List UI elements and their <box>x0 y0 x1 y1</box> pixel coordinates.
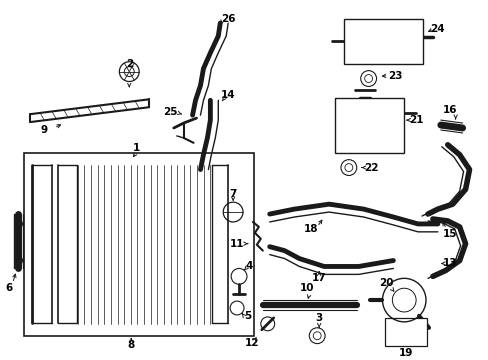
Text: 25: 25 <box>163 107 178 117</box>
Text: 14: 14 <box>221 90 235 100</box>
Text: 3: 3 <box>315 313 322 323</box>
Text: 10: 10 <box>300 283 314 293</box>
Text: 26: 26 <box>221 14 235 24</box>
Text: 20: 20 <box>378 278 393 288</box>
Text: 22: 22 <box>364 163 378 172</box>
Text: 1: 1 <box>132 143 140 153</box>
Text: 15: 15 <box>442 229 456 239</box>
Bar <box>385 318 426 346</box>
Bar <box>334 98 404 153</box>
Text: 11: 11 <box>229 239 244 249</box>
Text: 7: 7 <box>229 189 236 199</box>
Text: 4: 4 <box>245 261 252 271</box>
Text: 16: 16 <box>442 105 456 115</box>
Text: 12: 12 <box>244 338 259 348</box>
Text: 13: 13 <box>442 258 456 269</box>
Text: 6: 6 <box>5 283 12 293</box>
Text: 17: 17 <box>311 273 326 283</box>
Bar <box>343 19 422 64</box>
Text: 19: 19 <box>398 347 412 357</box>
Bar <box>24 153 253 336</box>
Text: 8: 8 <box>127 339 135 350</box>
Text: 24: 24 <box>429 24 444 34</box>
Text: 5: 5 <box>244 311 251 321</box>
Text: 9: 9 <box>41 125 48 135</box>
Text: 18: 18 <box>304 224 318 234</box>
Text: 23: 23 <box>387 71 402 81</box>
Text: 2: 2 <box>125 59 133 69</box>
Text: 21: 21 <box>408 115 423 125</box>
